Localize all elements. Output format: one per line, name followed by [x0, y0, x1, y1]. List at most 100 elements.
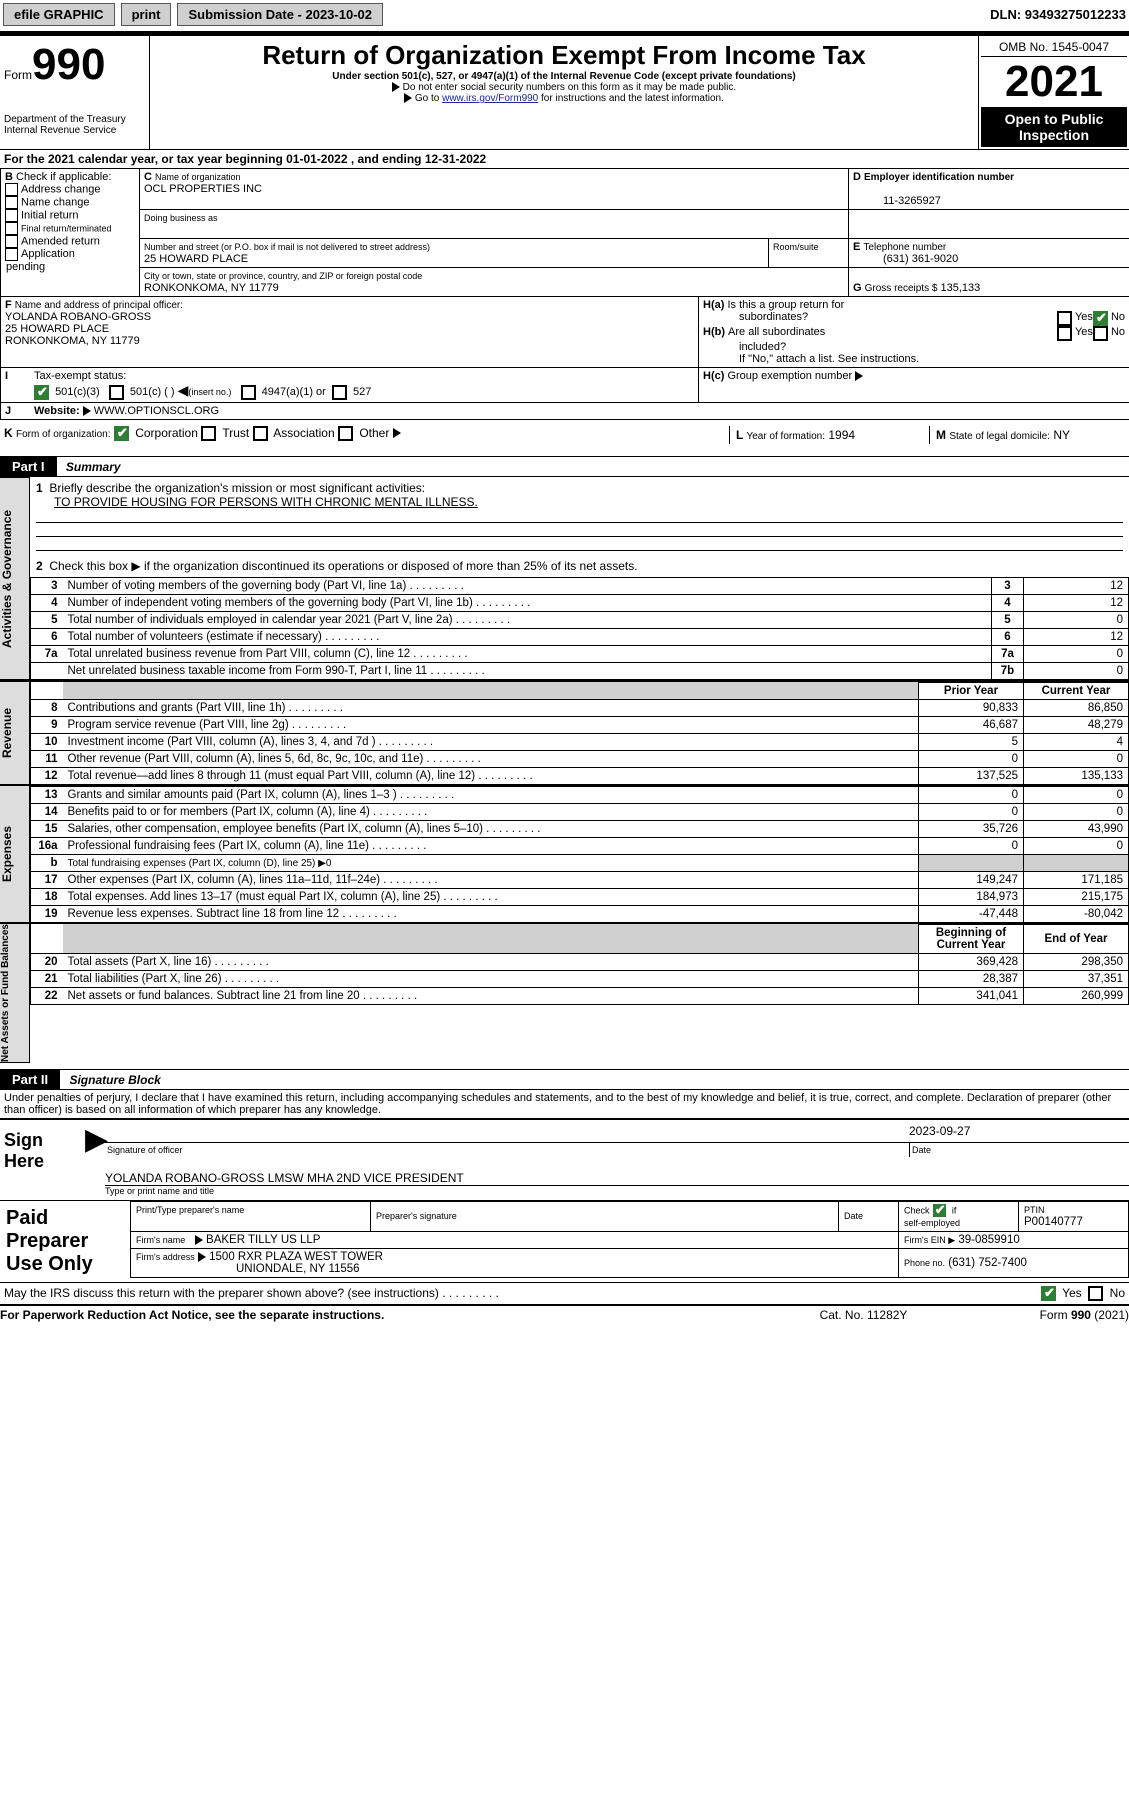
org-city: RONKONKOMA, NY 11779 — [144, 282, 279, 294]
website: WWW.OPTIONSCL.ORG — [94, 405, 219, 417]
efile-button[interactable]: efile GRAPHIC — [3, 3, 115, 26]
ptin: P00140777 — [1024, 1216, 1083, 1228]
checkbox-address-change[interactable] — [5, 183, 18, 196]
netassets-table: Beginning of Current YearEnd of Year20To… — [30, 924, 1129, 1005]
form-title: Return of Organization Exempt From Incom… — [156, 40, 972, 71]
print-button[interactable]: print — [121, 3, 172, 26]
city-lbl: City or town, state or province, country… — [144, 271, 422, 281]
b-label: Check if applicable: — [16, 171, 111, 183]
sign-here-label: Sign Here — [0, 1120, 85, 1200]
gross-receipts: 135,133 — [941, 282, 981, 294]
firm-ein: 39-0859910 — [958, 1234, 1019, 1246]
hb-yes[interactable] — [1057, 326, 1072, 341]
omb-label: OMB No. 1545-0047 — [981, 38, 1127, 57]
k-o4: Other — [359, 426, 389, 440]
arrow-icon: ▶ — [85, 1120, 105, 1200]
tab-governance: Activities & Governance — [0, 477, 30, 680]
part1-hdr: Part I — [0, 457, 57, 476]
discuss-q: May the IRS discuss this return with the… — [4, 1286, 1041, 1301]
date-lbl: Date — [909, 1143, 1129, 1157]
b-c6b: pending — [6, 261, 45, 273]
discuss-yes-lbl: Yes — [1062, 1286, 1082, 1300]
b-c6a: Application — [21, 248, 75, 260]
k-o1: Corporation — [135, 426, 198, 440]
submission-date-pill: Submission Date - 2023-10-02 — [177, 3, 383, 26]
org-name: OCL PROPERTIES INC — [144, 183, 262, 195]
f-lbl: Name and address of principal officer: — [15, 300, 183, 311]
declaration: Under penalties of perjury, I declare th… — [0, 1090, 1129, 1118]
checkbox-final-return[interactable] — [5, 222, 18, 235]
discuss-no[interactable] — [1088, 1286, 1103, 1301]
k-o3: Association — [273, 426, 334, 440]
pp2: Preparer — [6, 1230, 88, 1252]
pc4c: self-employed — [904, 1218, 960, 1228]
pc4b: if — [952, 1205, 957, 1215]
b-c3: Initial return — [21, 209, 78, 221]
hb-no-lbl: No — [1111, 326, 1125, 341]
pc1: Print/Type preparer's name — [136, 1205, 244, 1215]
g-lbl: Gross receipts $ — [865, 283, 938, 294]
cb-527[interactable] — [332, 385, 347, 400]
dln-display: DLN: 93493275012233 — [990, 7, 1126, 22]
discuss-no-lbl: No — [1110, 1286, 1125, 1300]
footer-left: For Paperwork Reduction Act Notice, see … — [0, 1308, 820, 1322]
i-lbl: Tax-exempt status: — [34, 370, 126, 382]
hb-lbl2: included? — [739, 341, 1125, 353]
tab-expenses: Expenses — [0, 785, 30, 923]
header-note-2b: for instructions and the latest informat… — [538, 93, 724, 104]
q1-value: TO PROVIDE HOUSING FOR PERSONS WITH CHRO… — [54, 495, 478, 509]
signer-name: YOLANDA ROBANO-GROSS LMSW MHA 2ND VICE P… — [105, 1171, 1129, 1185]
footer-right: Form 990 (2021) — [1040, 1308, 1129, 1322]
ha-lbl2: subordinates? — [739, 311, 1057, 326]
cb-trust[interactable] — [201, 426, 216, 441]
section-b: B Check if applicable: Address change Na… — [0, 169, 140, 296]
cb-501c[interactable] — [109, 385, 124, 400]
pc2: Preparer's signature — [376, 1211, 457, 1221]
i-o3: 4947(a)(1) or — [262, 386, 326, 398]
tax-year: 2021 — [981, 57, 1127, 107]
checkbox-name-change[interactable] — [5, 196, 18, 209]
instructions-link[interactable]: www.irs.gov/Form990 — [442, 93, 538, 104]
k-lbl: Form of organization: — [16, 429, 111, 440]
state-domicile: NY — [1053, 428, 1070, 442]
b-c1: Address change — [21, 183, 101, 195]
checkbox-initial-return[interactable] — [5, 209, 18, 222]
q2: Check this box ▶ if the organization dis… — [49, 559, 637, 573]
cb-501c3[interactable] — [34, 385, 49, 400]
firm-name: BAKER TILLY US LLP — [206, 1234, 320, 1246]
header-note-2a: Go to — [415, 93, 442, 104]
ha-lbl: Is this a group return for — [727, 299, 1125, 311]
j-lbl: Website: — [34, 405, 80, 417]
firm-addr2: UNIONDALE, NY 11556 — [236, 1263, 360, 1275]
ha-yes[interactable] — [1057, 311, 1072, 326]
checkbox-amended[interactable] — [5, 235, 18, 248]
i-o2a: 501(c) ( ) — [130, 386, 175, 398]
preparer-table: Print/Type preparer's name Preparer's si… — [130, 1201, 1129, 1278]
l-lbl: Year of formation: — [746, 431, 825, 442]
d-lbl: Employer identification number — [864, 172, 1014, 183]
dept-label: Department of the Treasury — [4, 114, 145, 125]
revenue-table: Prior YearCurrent Year8Contributions and… — [30, 682, 1129, 785]
i-o4: 527 — [353, 386, 371, 398]
cb-self-emp[interactable] — [933, 1204, 946, 1217]
tab-netassets: Net Assets or Fund Balances — [0, 923, 30, 1063]
firm-addr1: 1500 RXR PLAZA WEST TOWER — [209, 1251, 383, 1263]
officer-name: YOLANDA ROBANO-GROSS — [5, 311, 151, 323]
ha-no[interactable] — [1093, 311, 1108, 326]
discuss-yes[interactable] — [1041, 1286, 1056, 1301]
sig-lbl: Signature of officer — [105, 1143, 909, 1157]
pc3: Date — [844, 1211, 863, 1221]
org-address: 25 HOWARD PLACE — [144, 253, 248, 265]
pp1: Paid — [6, 1207, 48, 1229]
cb-other[interactable] — [338, 426, 353, 441]
hb-yes-lbl: Yes — [1075, 326, 1093, 341]
officer-addr: 25 HOWARD PLACE — [5, 323, 109, 335]
hb-no[interactable] — [1093, 326, 1108, 341]
hb-lbl: Are all subordinates — [728, 326, 1057, 341]
room-lbl: Room/suite — [773, 242, 819, 252]
checkbox-app-pending[interactable] — [5, 248, 18, 261]
cb-assoc[interactable] — [253, 426, 268, 441]
cb-4947[interactable] — [241, 385, 256, 400]
firm-phone: (631) 752-7400 — [948, 1257, 1027, 1269]
cb-corp[interactable] — [114, 426, 129, 441]
